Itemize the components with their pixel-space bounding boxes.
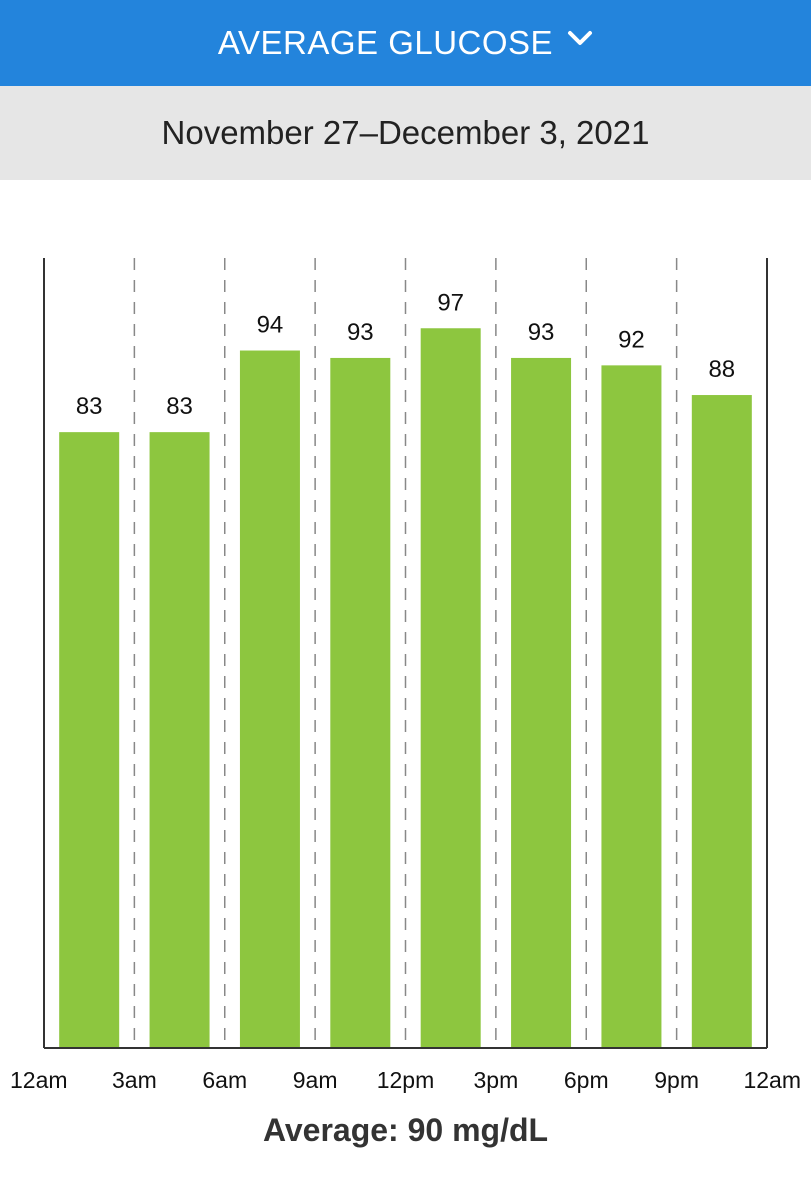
chart-gridlines	[133, 258, 678, 1048]
average-unit: mg/dL	[452, 1112, 549, 1148]
metric-title: AVERAGE GLUCOSE	[217, 24, 554, 61]
bar-3	[330, 357, 391, 1048]
bar-0	[59, 432, 120, 1048]
x-tick-label: 9am	[293, 1067, 338, 1093]
bar-value-label: 92	[618, 326, 645, 353]
date-range-text: November 27–December 3, 2021	[161, 114, 650, 151]
x-tick-label: 3pm	[474, 1067, 519, 1093]
bar-7	[691, 395, 752, 1048]
date-range-bar: November 27–December 3, 2021	[0, 86, 811, 180]
bar-5	[511, 357, 572, 1048]
bar-value-label: 83	[76, 393, 103, 420]
x-tick-label: 12am	[10, 1067, 68, 1093]
average-value: 90	[407, 1112, 444, 1148]
bar-value-label: 83	[166, 393, 193, 420]
bar-value-label: 94	[257, 312, 284, 339]
x-tick-label: 6pm	[564, 1067, 609, 1093]
x-tick-label: 6am	[202, 1067, 247, 1093]
average-label: Average:	[262, 1112, 399, 1148]
chevron-down-icon[interactable]	[567, 29, 593, 52]
x-tick-label: 12pm	[377, 1067, 435, 1093]
bar-1	[149, 432, 210, 1048]
bar-value-label: 93	[528, 319, 555, 346]
average-summary: Average: 90 mg/dL	[0, 1112, 811, 1149]
bar-6	[601, 365, 662, 1048]
chart-data-labels: 83 83 94 93 97 93 92 88	[76, 289, 735, 420]
x-tick-label: 12am	[743, 1067, 801, 1093]
metric-selector-header[interactable]: AVERAGE GLUCOSE	[0, 0, 811, 86]
average-glucose-bar-chart: 83 83 94 93 97 93 92 88 12am 3am 6am 9am 12pm 3pm 6pm…	[10, 258, 801, 1093]
bar-value-label: 97	[437, 289, 464, 316]
bar-value-label: 88	[708, 356, 735, 383]
x-tick-label: 3am	[112, 1067, 157, 1093]
chart-bars	[59, 328, 752, 1048]
bar-4	[420, 328, 481, 1048]
chart-x-tick-labels: 12am 3am 6am 9am 12pm 3pm 6pm 9pm 12am	[10, 1067, 801, 1093]
bar-value-label: 93	[347, 319, 374, 346]
x-tick-label: 9pm	[654, 1067, 699, 1093]
bar-2	[239, 350, 300, 1048]
